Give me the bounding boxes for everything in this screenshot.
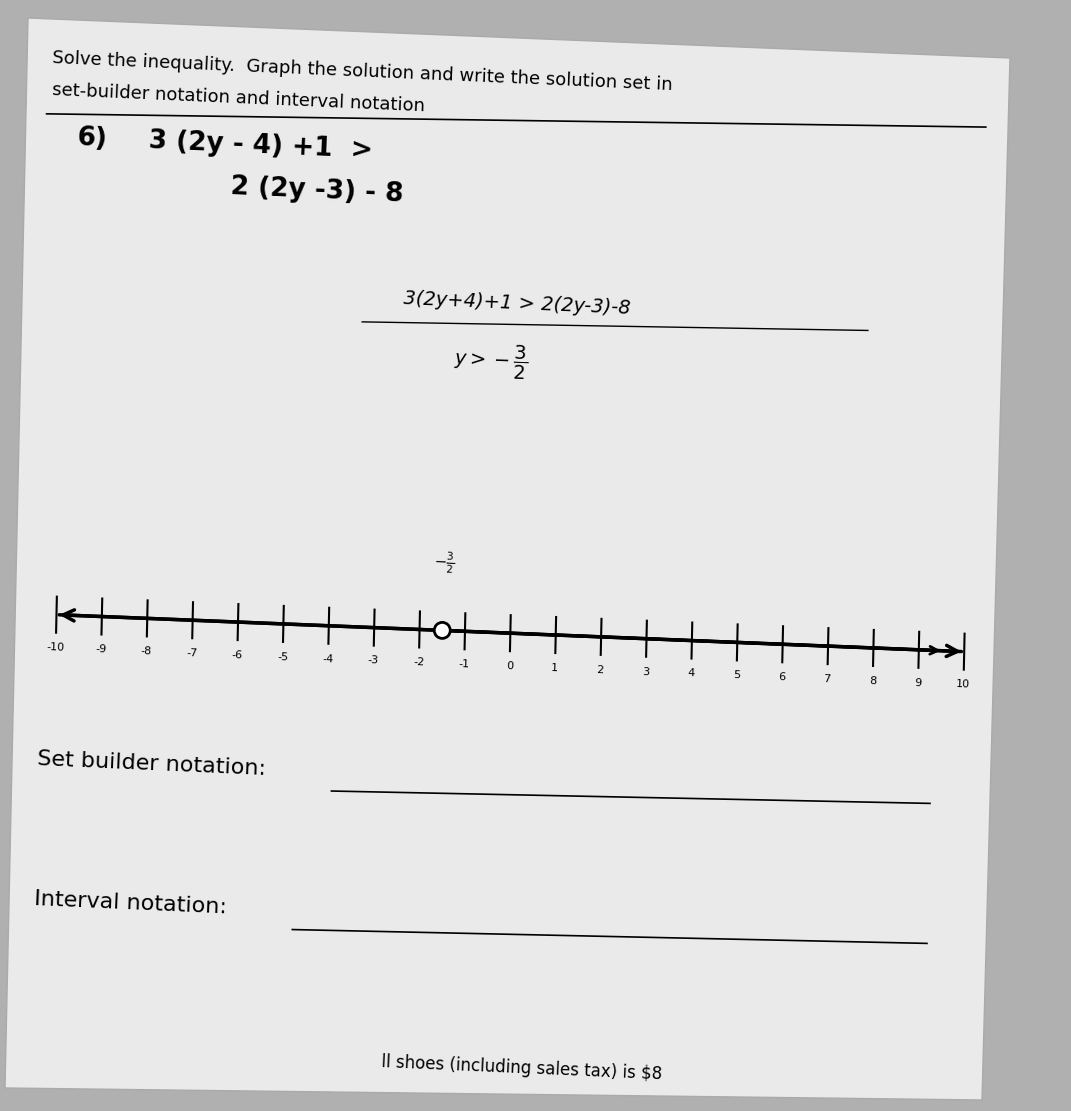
Text: 3(2y+4)+1 > 2(2y-3)-8: 3(2y+4)+1 > 2(2y-3)-8 xyxy=(404,289,631,318)
Polygon shape xyxy=(5,18,1010,1100)
Text: -1: -1 xyxy=(458,659,470,670)
Text: 7: 7 xyxy=(824,674,831,684)
Text: 4: 4 xyxy=(688,669,695,679)
Text: -3: -3 xyxy=(367,655,379,665)
Text: 3: 3 xyxy=(642,667,649,677)
Circle shape xyxy=(434,622,450,639)
Text: $-\frac{3}{2}$: $-\frac{3}{2}$ xyxy=(433,549,455,575)
Text: 9: 9 xyxy=(915,678,922,688)
Text: 6: 6 xyxy=(779,672,785,682)
Text: -5: -5 xyxy=(277,652,288,662)
Text: -7: -7 xyxy=(186,648,197,659)
Text: 2: 2 xyxy=(597,664,604,675)
Text: $y > -\dfrac{3}{2}$: $y > -\dfrac{3}{2}$ xyxy=(453,341,529,382)
Text: -9: -9 xyxy=(95,644,107,654)
Text: -8: -8 xyxy=(140,647,152,657)
Text: -6: -6 xyxy=(231,650,243,660)
Text: -4: -4 xyxy=(322,653,334,664)
Text: Set builder notation:: Set builder notation: xyxy=(37,749,267,779)
Text: -2: -2 xyxy=(413,658,424,668)
Text: 2 (2y -3) - 8: 2 (2y -3) - 8 xyxy=(230,174,404,208)
Text: 0: 0 xyxy=(506,661,513,671)
Text: Solve the inequality.  Graph the solution and write the solution set in: Solve the inequality. Graph the solution… xyxy=(52,49,674,94)
Text: set-builder notation and interval notation: set-builder notation and interval notati… xyxy=(51,81,425,116)
Text: 1: 1 xyxy=(552,663,559,673)
Text: 6): 6) xyxy=(76,126,108,152)
Text: 5: 5 xyxy=(733,670,740,681)
Text: 8: 8 xyxy=(869,675,876,687)
Text: -10: -10 xyxy=(46,642,65,653)
Text: ll shoes (including sales tax) is $8: ll shoes (including sales tax) is $8 xyxy=(380,1053,662,1083)
Text: Interval notation:: Interval notation: xyxy=(34,889,228,918)
Text: 10: 10 xyxy=(956,679,970,690)
Text: 3 (2y - 4) +1  >: 3 (2y - 4) +1 > xyxy=(149,128,374,163)
